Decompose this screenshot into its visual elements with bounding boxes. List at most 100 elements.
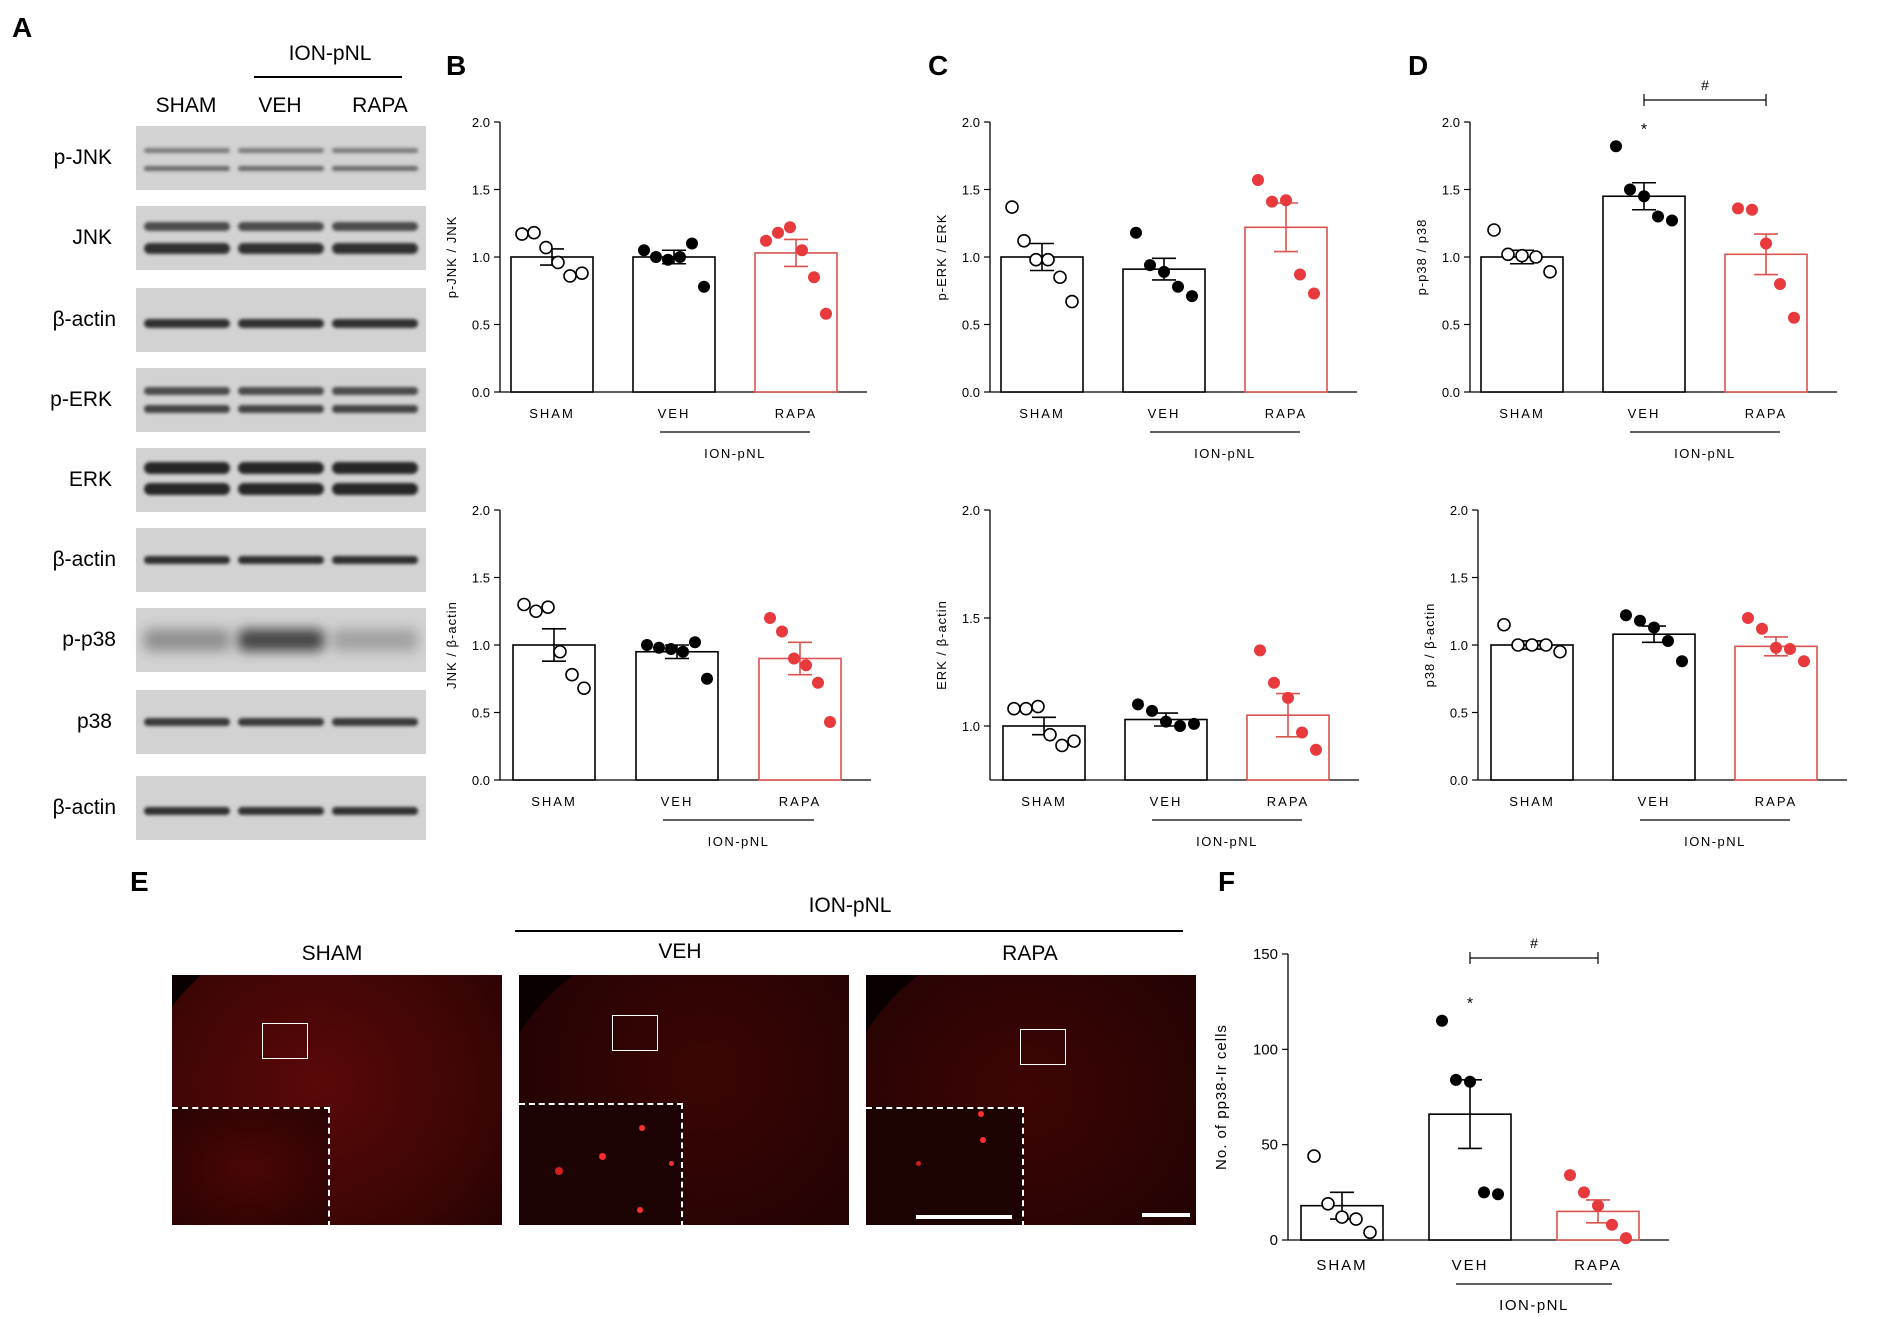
y-tick-label: 0.0 (1442, 385, 1460, 400)
y-tick-label: 1.0 (472, 250, 490, 265)
data-point-veh (689, 636, 701, 649)
blot-row-label: JNK (72, 226, 112, 249)
data-point-sham (1043, 727, 1057, 742)
blot-strip (136, 448, 426, 512)
blot-band (238, 318, 324, 328)
y-tick-label: 0.0 (472, 773, 490, 788)
blot-band (332, 404, 418, 413)
significance-hash: # (1530, 935, 1538, 951)
data-point-rapa (1268, 676, 1280, 689)
data-point-veh (1160, 715, 1172, 728)
group-label: ION-pNL (1196, 834, 1258, 849)
data-point-sham (1543, 265, 1557, 279)
data-point-rapa (760, 234, 772, 247)
bar-sham (1000, 256, 1084, 393)
blot-band (332, 318, 418, 328)
panel-letter-f: F (1218, 866, 1236, 897)
bar-veh (635, 650, 719, 781)
blot-band (144, 482, 230, 495)
data-point-sham (1017, 234, 1031, 248)
y-tick-label: 1.0 (472, 638, 490, 653)
y-axis-label: p-ERK / ERK (934, 214, 949, 301)
data-point-veh (1492, 1188, 1504, 1201)
data-point-rapa (808, 271, 820, 284)
y-tick-label: 1.5 (472, 183, 490, 198)
y-tick-label: 2.0 (962, 115, 980, 130)
data-point-sham (1019, 701, 1033, 716)
blot-band (144, 221, 230, 231)
data-point-rapa (820, 307, 832, 320)
blot-strip (136, 288, 426, 352)
bar-sham (510, 256, 594, 393)
data-point-sham (1529, 250, 1543, 264)
western-group-line (254, 76, 402, 78)
blot-strip (136, 368, 426, 432)
blot-band (144, 718, 230, 726)
micro-label-rapa: RAPA (1002, 942, 1058, 965)
y-tick-label: 50 (1261, 1137, 1278, 1154)
data-point-veh (1652, 210, 1664, 223)
y-axis-label: p-JNK / JNK (444, 216, 459, 299)
y-tick-label: 150 (1253, 946, 1278, 963)
x-tick-label: RAPA (779, 794, 821, 809)
y-tick-label: 0.5 (472, 706, 490, 721)
blot-band (144, 807, 230, 816)
y-tick-label: 1.5 (472, 571, 490, 586)
data-point-rapa (1784, 643, 1796, 656)
micro-group-line (515, 930, 1183, 932)
data-point-sham (529, 604, 543, 619)
data-point-veh (1464, 1075, 1476, 1088)
data-point-veh (650, 251, 662, 263)
y-tick-label: 2.0 (1450, 503, 1468, 518)
blot-band (144, 387, 230, 396)
x-tick-label: VEH (661, 794, 694, 809)
blot-band (332, 221, 418, 231)
western-group-label: ION-pNL (288, 42, 372, 65)
panel-letter-b: B (446, 50, 467, 81)
x-tick-label: SHAM (529, 406, 575, 421)
y-tick-label: 0.5 (962, 318, 980, 333)
y-axis-label: No. of pp38-Ir cells (1213, 1024, 1230, 1170)
data-point-sham (539, 240, 553, 255)
blot-band (144, 165, 230, 171)
data-point-sham (551, 255, 565, 270)
data-point-sham (577, 681, 591, 696)
bar-rapa (1724, 253, 1808, 393)
data-point-sham (1067, 734, 1081, 748)
data-point-veh (653, 641, 665, 654)
y-tick-label: 1.5 (1442, 183, 1460, 198)
blot-band (332, 556, 418, 564)
bar-sham (1480, 256, 1564, 393)
data-point-rapa (1578, 1186, 1590, 1199)
significance-star: * (1467, 996, 1473, 1013)
data-point-veh (1158, 265, 1170, 278)
data-point-rapa (1606, 1218, 1618, 1231)
data-point-sham (1511, 638, 1525, 652)
data-point-veh (698, 280, 710, 293)
blot-band (238, 387, 324, 396)
micrograph-rapa (866, 975, 1196, 1225)
x-tick-label: RAPA (1267, 794, 1309, 809)
blot-band (238, 629, 324, 651)
data-point-sham (575, 266, 589, 281)
micrograph-veh (519, 975, 849, 1225)
blot-row-label: β-actin (52, 548, 116, 571)
blot-row-label: p-p38 (62, 628, 116, 651)
micro-group-label: ION-pNL (808, 894, 892, 917)
blot-strip (136, 608, 426, 672)
x-tick-label: VEH (658, 406, 691, 421)
data-point-rapa (1564, 1169, 1576, 1182)
y-tick-label: 0.0 (962, 385, 980, 400)
y-tick-label: 1.0 (1450, 638, 1468, 653)
blot-strip (136, 690, 426, 754)
blot-band (332, 242, 418, 254)
data-point-rapa (1756, 622, 1768, 635)
blot-band (144, 318, 230, 328)
blot-band (144, 462, 230, 475)
x-tick-label: RAPA (1265, 406, 1307, 421)
data-point-veh (701, 672, 713, 685)
data-point-veh (1186, 290, 1198, 303)
inset-zoom (519, 1103, 683, 1225)
blot-row-label: p38 (76, 710, 112, 733)
data-point-rapa (1308, 287, 1320, 300)
